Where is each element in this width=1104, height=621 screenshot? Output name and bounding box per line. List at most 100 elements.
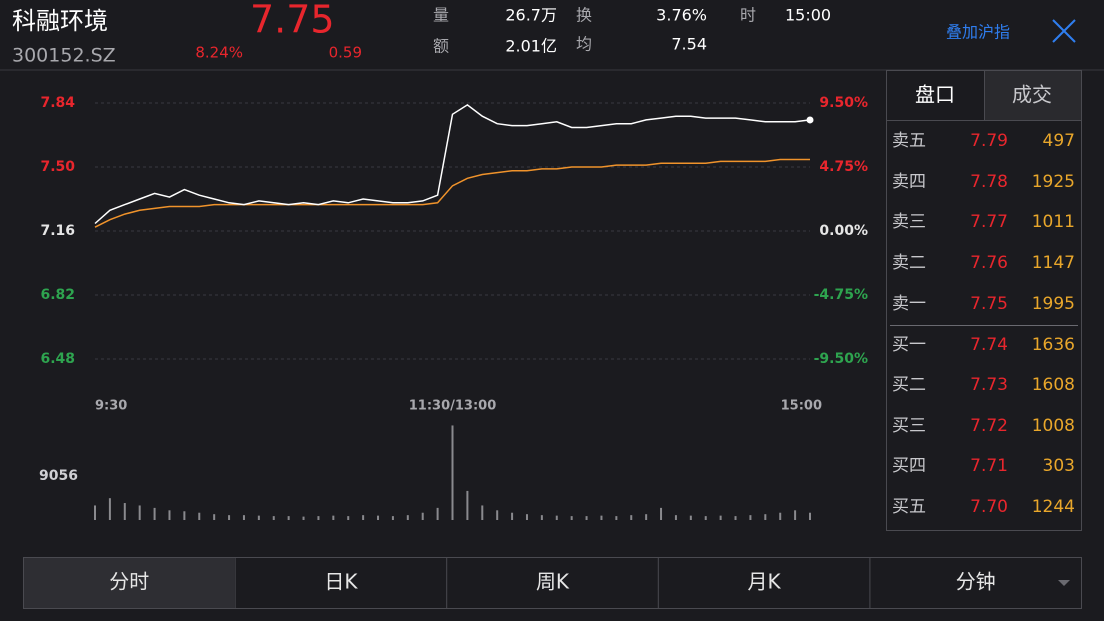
order-book-tab[interactable]: 成交: [1012, 83, 1052, 107]
order-volume: 1011: [1032, 212, 1075, 232]
volume-bar: [123, 503, 126, 520]
y2-tick-label: 9.50%: [819, 95, 868, 111]
volume-bar: [391, 516, 394, 520]
volume-bar: [704, 516, 707, 520]
volume-bar: [540, 515, 543, 520]
stat-value: 3.76%: [656, 6, 707, 25]
order-book-tab[interactable]: 盘口: [915, 83, 955, 107]
volume-bar: [94, 505, 96, 520]
tab[interactable]: 分钟: [956, 570, 996, 594]
order-volume: 303: [1043, 456, 1075, 476]
order-label: 买四: [892, 456, 926, 476]
x-tick-label: 11:30/13:00: [409, 399, 497, 414]
order-volume: 497: [1043, 131, 1075, 151]
volume-bar: [317, 516, 320, 520]
volume-tick-label: 9056: [39, 468, 78, 484]
order-volume: 1008: [1032, 416, 1075, 436]
volume-bar: [585, 516, 588, 520]
order-label: 买三: [892, 416, 926, 436]
close-button[interactable]: [1052, 19, 1076, 43]
tab-bg[interactable]: [984, 71, 1081, 120]
order-price: 7.71: [970, 456, 1008, 476]
volume-bar: [734, 516, 737, 520]
tab-selected-bg[interactable]: [887, 71, 984, 120]
stat-label: 换: [576, 6, 592, 25]
volume-bar: [496, 510, 499, 520]
order-label: 卖一: [892, 294, 926, 314]
time-label: 时: [740, 6, 756, 25]
volume-bar: [645, 514, 648, 520]
order-volume: 1636: [1032, 335, 1075, 355]
volume-bar: [570, 516, 573, 520]
order-label: 买一: [892, 335, 926, 355]
time: 15:00: [785, 6, 831, 25]
volume-bar: [183, 511, 186, 520]
overlay-button[interactable]: 叠加沪指: [946, 23, 1010, 42]
series-line: [94, 158, 810, 228]
volume-bar: [630, 515, 633, 520]
volume-bar: [421, 512, 424, 520]
volume-bar: [719, 515, 722, 520]
order-price: 7.70: [970, 497, 1008, 517]
volume-bar: [153, 507, 156, 520]
volume-bar: [242, 515, 245, 520]
order-volume: 1925: [1032, 172, 1075, 192]
x-tick-label: 15:00: [781, 399, 822, 414]
volume-bar: [347, 516, 350, 520]
change-pct: 8.24%: [195, 44, 243, 62]
tab[interactable]: 日K: [324, 570, 358, 594]
y-tick-label: 7.84: [40, 95, 75, 111]
stat-label: 额: [433, 37, 449, 56]
volume-bar: [809, 512, 811, 520]
volume-bar: [213, 514, 216, 520]
volume-bar: [436, 507, 439, 520]
volume-bar: [406, 515, 409, 520]
volume-bar: [689, 515, 692, 520]
tab-selected-bg[interactable]: [24, 558, 234, 608]
volume-bar: [451, 425, 454, 520]
volume-bar: [302, 516, 305, 520]
y-tick-label: 6.82: [40, 287, 75, 303]
volume-bar: [138, 505, 141, 520]
order-volume: 1995: [1032, 294, 1075, 314]
order-label: 卖二: [892, 253, 926, 273]
y2-tick-label: -4.75%: [814, 287, 868, 303]
volume-bar: [764, 514, 767, 520]
order-price: 7.72: [970, 416, 1008, 436]
volume-bar: [332, 515, 335, 520]
volume-bar: [466, 490, 469, 520]
y-tick-label: 7.16: [40, 223, 75, 239]
stat-label: 量: [433, 6, 449, 25]
stat-value: 26.7万: [505, 6, 557, 25]
volume-bar: [287, 516, 290, 520]
x-tick-label: 9:30: [95, 399, 127, 414]
volume-bar: [674, 515, 677, 520]
volume-bar: [377, 515, 380, 520]
y-tick-label: 6.48: [40, 351, 75, 367]
series-line: [94, 103, 811, 225]
order-label: 买五: [892, 497, 926, 517]
tab[interactable]: 分时: [109, 570, 149, 594]
dropdown-arrow[interactable]: [1058, 580, 1070, 586]
order-volume: 1244: [1032, 497, 1075, 517]
close-stroke[interactable]: [1052, 19, 1076, 43]
order-price: 7.73: [970, 375, 1008, 395]
volume-bar: [511, 512, 514, 520]
tab[interactable]: 月K: [748, 570, 782, 594]
volume-bar: [749, 515, 752, 520]
volume-bar: [362, 515, 365, 520]
order-price: 7.75: [970, 294, 1008, 314]
y-tick-label: 7.50: [40, 159, 75, 175]
volume-bar: [779, 512, 782, 520]
volume-bar: [168, 510, 171, 520]
order-volume: 1147: [1032, 253, 1075, 273]
volume-bar: [108, 498, 111, 520]
order-volume: 1608: [1032, 375, 1075, 395]
volume-bar: [198, 512, 201, 520]
volume-bar: [660, 507, 663, 520]
order-label: 买二: [892, 375, 926, 395]
volume-bar: [481, 505, 484, 520]
tab[interactable]: 周K: [536, 570, 570, 594]
volume-bar: [555, 515, 558, 520]
